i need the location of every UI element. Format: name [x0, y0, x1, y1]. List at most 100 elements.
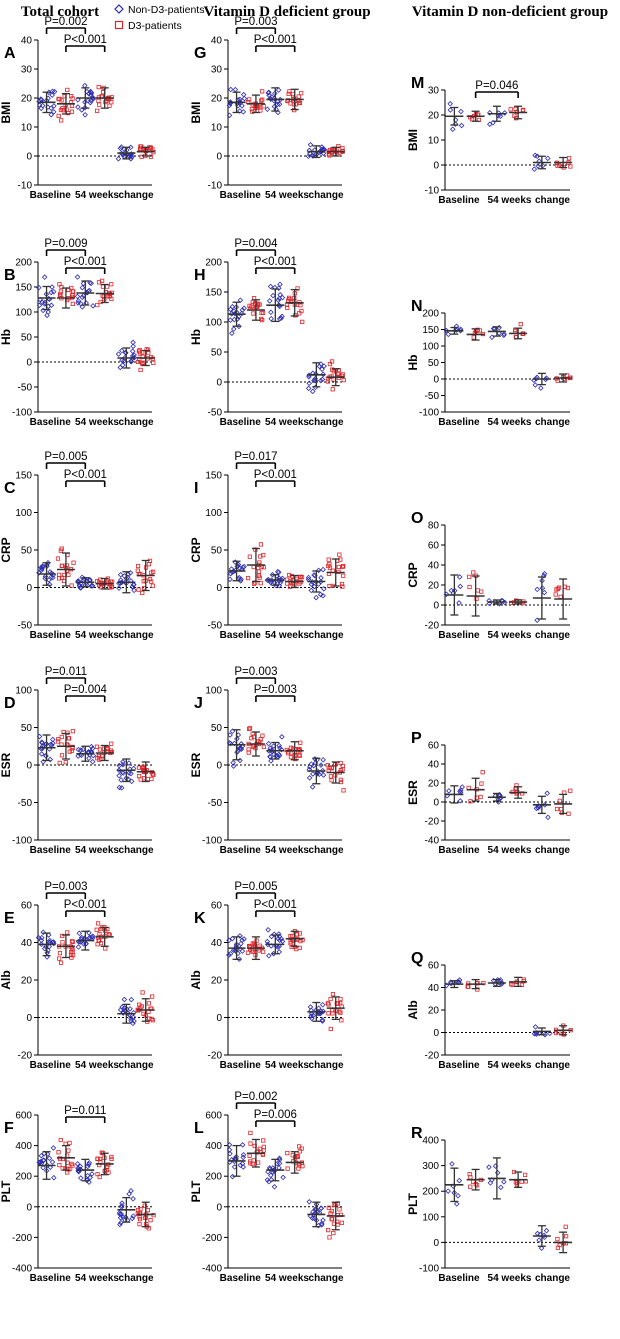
data-point-non-d3: [47, 937, 53, 944]
data-point-non-d3: [306, 1199, 313, 1205]
data-point-d3: [327, 583, 332, 589]
data-point-non-d3: [75, 753, 81, 759]
data-point-non-d3: [486, 597, 492, 604]
data-point-d3: [520, 107, 526, 112]
data-point-non-d3: [320, 757, 326, 763]
data-point-non-d3: [533, 376, 539, 382]
data-point-d3: [329, 1209, 334, 1214]
data-point-d3: [247, 303, 252, 308]
data-point-d3: [59, 753, 65, 758]
data-point-non-d3: [264, 106, 271, 113]
panel-letter: I: [194, 480, 198, 497]
data-point-d3: [256, 569, 262, 574]
data-point-non-d3: [456, 600, 462, 606]
data-point-non-d3: [541, 1232, 547, 1239]
x-label-baseline: Baseline: [220, 1060, 262, 1071]
data-point-d3: [247, 554, 252, 559]
data-point-non-d3: [279, 938, 286, 944]
data-point-non-d3: [532, 152, 538, 159]
data-point-d3: [137, 1222, 142, 1227]
data-point-non-d3: [536, 1030, 542, 1037]
y-tick-label: 200: [422, 1187, 439, 1198]
data-point-non-d3: [276, 937, 283, 943]
data-point-non-d3: [128, 996, 135, 1003]
data-point-d3: [249, 107, 254, 112]
data-point-d3: [149, 776, 154, 782]
p-value-label: P=0.002: [44, 16, 87, 28]
data-point-d3: [95, 942, 100, 947]
y-axis-label: ESR: [189, 752, 203, 777]
y-tick-label: 0: [26, 761, 32, 772]
data-point-d3: [142, 1203, 147, 1208]
data-point-d3: [248, 1130, 253, 1136]
y-tick-label: 80: [428, 521, 440, 532]
panel-letter: G: [194, 45, 206, 62]
data-point-d3: [471, 335, 476, 340]
data-point-d3: [140, 590, 145, 596]
data-point-non-d3: [308, 761, 315, 767]
x-label-baseline: Baseline: [30, 417, 72, 428]
data-point-non-d3: [494, 1170, 501, 1176]
data-point-non-d3: [240, 564, 246, 571]
data-point-non-d3: [46, 1155, 53, 1162]
data-point-d3: [475, 588, 480, 593]
data-point-d3: [97, 1174, 102, 1180]
y-tick-label: 100: [422, 342, 439, 353]
y-tick-label: 0: [216, 583, 222, 594]
data-point-non-d3: [457, 583, 464, 590]
data-point-non-d3: [539, 162, 546, 169]
data-point-d3: [553, 1030, 559, 1036]
panel-o: O -20 0 20 40 60 80 CRP Baseline 54 weeks change: [406, 510, 573, 641]
data-point-non-d3: [50, 740, 56, 747]
data-point-d3: [95, 1171, 100, 1177]
data-point-non-d3: [309, 784, 316, 790]
p-value-label: P=0.003: [254, 684, 297, 696]
data-point-d3: [554, 806, 560, 812]
data-point-non-d3: [46, 577, 52, 583]
data-point-d3: [150, 583, 155, 588]
data-point-non-d3: [310, 1012, 316, 1019]
y-tick-label: -40: [425, 836, 440, 847]
data-point-non-d3: [82, 82, 88, 89]
data-point-d3: [557, 1242, 562, 1248]
y-tick-label: 0: [26, 583, 32, 594]
y-tick-label: 100: [422, 1212, 439, 1223]
data-point-d3: [329, 766, 334, 771]
data-point-non-d3: [50, 109, 57, 115]
data-point-non-d3: [230, 326, 237, 332]
data-point-non-d3: [75, 578, 81, 584]
data-point-non-d3: [227, 86, 234, 93]
data-point-d3: [69, 103, 75, 108]
data-point-d3: [248, 945, 253, 950]
y-tick-label: 400: [422, 1136, 439, 1147]
x-label-baseline: Baseline: [438, 417, 480, 428]
x-label-change: change: [535, 417, 570, 428]
data-point-non-d3: [447, 107, 454, 113]
data-point-non-d3: [74, 293, 81, 300]
data-point-non-d3: [128, 358, 134, 365]
data-point-d3: [66, 572, 71, 577]
data-point-non-d3: [490, 119, 496, 126]
data-point-d3: [260, 97, 265, 102]
data-point-non-d3: [40, 929, 46, 936]
data-point-d3: [103, 946, 108, 951]
data-point-non-d3: [227, 732, 233, 738]
data-point-non-d3: [315, 567, 322, 574]
data-point-d3: [564, 1234, 569, 1239]
y-tick-label: -50: [208, 621, 223, 632]
data-point-non-d3: [120, 358, 127, 365]
x-label-baseline: Baseline: [30, 845, 72, 856]
y-tick-label: 100: [205, 508, 222, 519]
y-tick-label: -20: [208, 1051, 223, 1062]
data-point-non-d3: [541, 589, 548, 596]
data-point-d3: [467, 584, 472, 590]
data-point-d3: [138, 146, 143, 151]
data-point-d3: [258, 554, 263, 559]
data-point-non-d3: [115, 155, 122, 162]
data-point-d3: [256, 1160, 261, 1165]
data-point-d3: [328, 996, 333, 1002]
y-tick-label: 20: [428, 1006, 440, 1017]
data-point-d3: [247, 726, 252, 731]
data-point-non-d3: [308, 587, 315, 594]
